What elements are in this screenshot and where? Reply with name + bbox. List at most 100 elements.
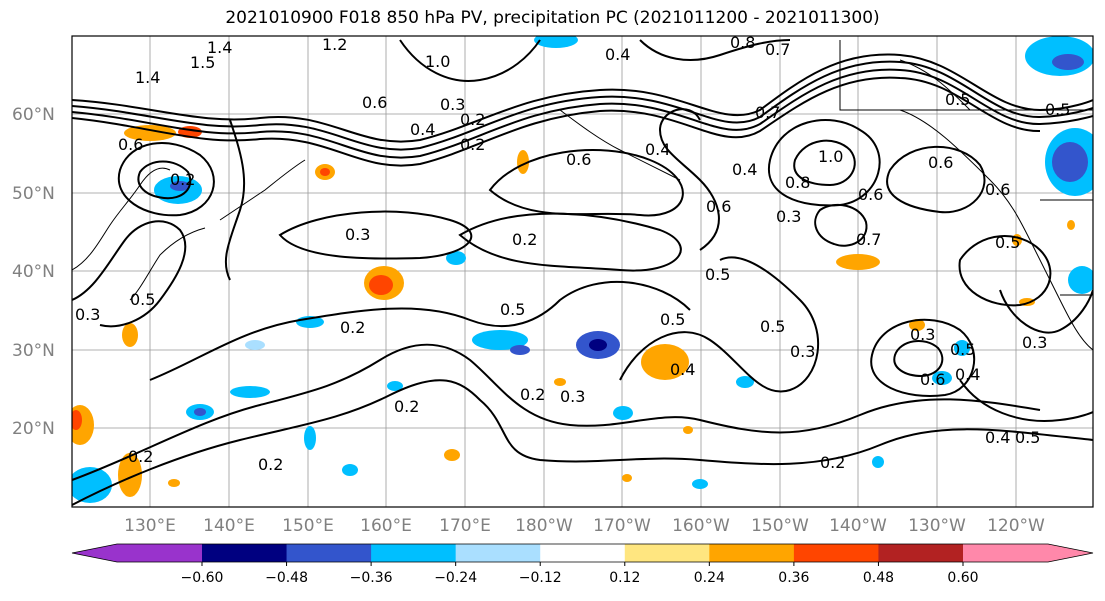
contour-label: 0.5 — [945, 90, 970, 109]
contour-label: 0.2 — [394, 397, 419, 416]
lon-label: 170°W — [593, 516, 651, 536]
colorbar-segment — [202, 544, 288, 562]
lat-label: 30°N — [12, 341, 55, 361]
contour-label: 0.3 — [776, 207, 801, 226]
contour-label: 1.2 — [322, 35, 347, 54]
contour-labels: 1.4 1.5 1.4 1.2 1.0 0.8 0.7 0.6 0.4 0.3 … — [75, 33, 1070, 474]
colorbar-tick-label: −0.36 — [350, 570, 393, 586]
contour-label: 0.6 — [566, 150, 591, 169]
contour-label: 0.5 — [1045, 100, 1070, 119]
contour-label: 0.5 — [1015, 428, 1040, 447]
colorbar-tick-label: −0.12 — [519, 570, 562, 586]
contour-label: 0.3 — [910, 325, 935, 344]
lon-label: 160°W — [672, 516, 730, 536]
contour-label: 0.2 — [460, 135, 485, 154]
colorbar-outline — [71, 543, 1094, 563]
colorbar-tick-label: −0.48 — [265, 570, 308, 586]
colorbar-segment — [963, 544, 1093, 562]
contour-label: 0.3 — [1022, 333, 1047, 352]
contour-label: 0.6 — [920, 370, 945, 389]
contour-label: 1.4 — [207, 38, 232, 57]
latitude-labels: 60°N 50°N 40°N 30°N 20°N — [12, 105, 55, 439]
contour-label: 0.7 — [856, 230, 881, 249]
colorbar-tick-label: −0.24 — [434, 570, 477, 586]
contour-label: 1.0 — [818, 147, 843, 166]
contour-label: 0.2 — [512, 230, 537, 249]
contour-label: 0.2 — [460, 110, 485, 129]
contour-label: 0.3 — [345, 225, 370, 244]
contour-label: 0.5 — [500, 300, 525, 319]
contour-label: 0.7 — [755, 103, 780, 122]
contour-label: 0.5 — [705, 265, 730, 284]
longitude-labels: 130°E 140°E 150°E 160°E 170°E 180°W 170°… — [124, 516, 1045, 536]
colorbar-segment — [624, 544, 710, 562]
contour-label: 0.2 — [128, 447, 153, 466]
contour-label: 0.4 — [985, 428, 1010, 447]
contour-label: 0.8 — [785, 173, 810, 192]
contour-label: 0.5 — [760, 317, 785, 336]
contour-label: 0.2 — [340, 318, 365, 337]
contour-label: 0.2 — [258, 455, 283, 474]
contour-label: 0.6 — [118, 135, 143, 154]
colorbar-segment — [286, 544, 372, 562]
contour-label: 0.2 — [520, 385, 545, 404]
lon-label: 150°E — [282, 516, 334, 536]
contour-label: 0.6 — [362, 93, 387, 112]
colorbar — [71, 543, 1094, 563]
colorbar-tick-label: 0.48 — [863, 570, 894, 586]
contour-label: 0.3 — [440, 95, 465, 114]
pv-contours — [72, 39, 1093, 506]
contour-label: 0.5 — [130, 290, 155, 309]
colorbar-ticks: −0.60 −0.48 −0.36 −0.24 −0.12 0.12 0.24 0.36 0.4… — [181, 562, 979, 586]
lat-label: 40°N — [12, 262, 55, 282]
lon-label: 120°W — [987, 516, 1045, 536]
lon-label: 150°W — [751, 516, 809, 536]
contour-label: 0.6 — [985, 180, 1010, 199]
contour-label: 0.5 — [995, 233, 1020, 252]
contour-label: 0.5 — [950, 340, 975, 359]
lon-label: 130°W — [908, 516, 966, 536]
lon-label: 160°E — [360, 516, 412, 536]
lat-label: 50°N — [12, 184, 55, 204]
lon-label: 140°E — [203, 516, 255, 536]
lon-label: 170°E — [439, 516, 491, 536]
map-frame — [71, 35, 1094, 508]
contour-label: 0.4 — [732, 160, 757, 179]
lat-label: 20°N — [12, 419, 55, 439]
contour-label: 0.8 — [730, 33, 755, 52]
contour-label: 0.2 — [820, 453, 845, 472]
contour-label: 1.0 — [425, 52, 450, 71]
contour-label: 0.4 — [955, 365, 980, 384]
colorbar-segment — [709, 544, 795, 562]
colorbar-segment — [455, 544, 541, 562]
lat-label: 60°N — [12, 105, 55, 125]
colorbar-tick-label: −0.60 — [181, 570, 224, 586]
contour-label: 0.4 — [605, 45, 630, 64]
lon-label: 140°W — [829, 516, 887, 536]
colorbar-segment — [371, 544, 457, 562]
lon-label: 130°E — [124, 516, 176, 536]
colorbar-segment — [878, 544, 964, 562]
contour-label: 0.7 — [765, 40, 790, 59]
contour-label: 0.3 — [560, 387, 585, 406]
contour-label: 0.4 — [645, 140, 670, 159]
contour-label: 0.3 — [790, 342, 815, 361]
colorbar-tick-label: 0.36 — [778, 570, 809, 586]
map-area — [72, 36, 1093, 507]
lon-label: 180°W — [515, 516, 573, 536]
colorbar-tick-label: 0.24 — [694, 570, 725, 586]
contour-label: 0.5 — [660, 310, 685, 329]
colorbar-segment — [793, 544, 879, 562]
contour-label: 0.4 — [670, 360, 695, 379]
contour-label: 1.4 — [135, 68, 160, 87]
coastlines — [72, 40, 1093, 351]
colorbar-tick-label: 0.60 — [947, 570, 978, 586]
colorbar-segment — [72, 544, 202, 562]
contour-label: 0.6 — [706, 197, 731, 216]
colorbar-tick-label: 0.12 — [609, 570, 640, 586]
contour-label: 0.6 — [858, 185, 883, 204]
contour-label: 1.5 — [190, 53, 215, 72]
contour-label: 0.6 — [928, 153, 953, 172]
colorbar-segment — [540, 544, 626, 562]
